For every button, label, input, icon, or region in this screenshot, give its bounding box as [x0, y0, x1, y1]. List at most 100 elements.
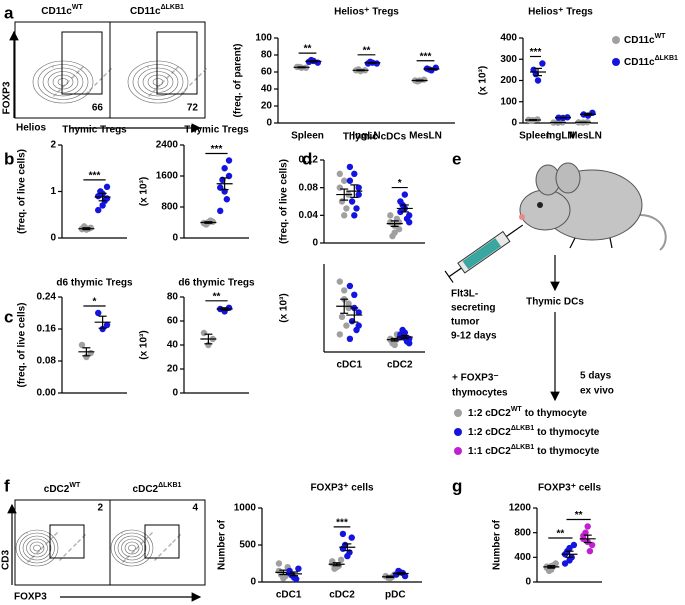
- culture-text: ex vivo: [580, 386, 614, 397]
- event-dot: [177, 536, 179, 538]
- y-tick-label: 800: [514, 527, 531, 538]
- event-dot: [189, 84, 191, 86]
- event-dot: [54, 94, 56, 96]
- event-dot: [167, 76, 169, 78]
- legend-text-part: ΔLKB1: [511, 425, 534, 432]
- data-point: [221, 165, 228, 172]
- event-dot: [99, 79, 101, 81]
- event-dot: [172, 71, 174, 73]
- data-point: [395, 219, 403, 226]
- event-dot: [95, 83, 97, 85]
- legend-text-part: WT: [511, 406, 523, 413]
- thymocyte-text: + FOXP3⁻: [452, 373, 499, 384]
- event-dot: [71, 77, 73, 79]
- legend-text-part: CD11c: [624, 35, 655, 46]
- data-point: [286, 567, 293, 575]
- event-dot: [199, 74, 201, 76]
- y-tick-label: 80: [167, 292, 179, 303]
- event-dot: [145, 538, 147, 540]
- event-dot: [78, 540, 80, 542]
- significance-label: **: [213, 291, 221, 302]
- event-dot: [152, 91, 154, 93]
- contour: [110, 529, 154, 567]
- gate: [49, 524, 85, 559]
- event-dot: [37, 551, 39, 553]
- chart-title: Thymic Tregs: [184, 125, 249, 136]
- plot-label: cDC2WT: [44, 482, 81, 494]
- y-axis-label: (x 10³): [279, 293, 290, 322]
- event-dot: [140, 543, 142, 545]
- event-dot: [131, 552, 133, 554]
- data-point: [346, 163, 354, 171]
- y-tick-label: 0.16: [37, 324, 57, 335]
- data-point: [406, 340, 413, 347]
- event-dot: [58, 90, 60, 92]
- event-dot: [59, 89, 61, 91]
- event-dot: [31, 557, 33, 559]
- event-dot: [165, 548, 167, 550]
- data-point: [348, 534, 355, 541]
- plot-label-part: CD11c: [130, 6, 161, 17]
- contour: [142, 71, 174, 93]
- significance-label: ***: [89, 170, 101, 181]
- event-dot: [54, 534, 56, 536]
- data-point: [534, 77, 542, 84]
- y-axis-label: (freq. of live cells): [17, 302, 28, 387]
- contour: [121, 538, 143, 558]
- data-point: [586, 547, 594, 555]
- contour: [26, 538, 48, 558]
- event-dot: [205, 68, 207, 70]
- y-tick-label: 1200: [509, 503, 532, 514]
- significance-label: *: [93, 297, 97, 308]
- event-dot: [191, 82, 193, 84]
- data-point: [355, 184, 362, 191]
- plot-label-part: WT: [69, 482, 81, 489]
- event-dot: [172, 541, 174, 543]
- y-tick-label: 0.08: [37, 356, 57, 367]
- event-dot: [166, 77, 168, 79]
- y-tick-label: 400: [514, 552, 531, 563]
- panel-letter: c: [4, 307, 13, 326]
- legend-marker: [454, 447, 462, 455]
- y-tick-label: 20: [261, 101, 273, 112]
- y-tick-label: 20: [167, 364, 179, 375]
- data-point: [200, 329, 208, 337]
- event-dot: [76, 72, 78, 74]
- data-point: [275, 560, 283, 567]
- legend-text-part: WT: [655, 33, 667, 40]
- panel-letter: b: [4, 149, 14, 168]
- x-tick-label: cDC2: [387, 360, 413, 371]
- x-axis-label: Helios: [16, 123, 46, 134]
- data-point: [95, 309, 102, 317]
- legend-text: 1:2 cDC2ΔLKB1 to thymocyte: [468, 425, 600, 437]
- data-point: [295, 565, 302, 572]
- legend-text: 1:1 cDC2ΔLKB1 to thymocyte: [468, 444, 600, 456]
- contour: [33, 544, 41, 552]
- data-point: [395, 225, 403, 233]
- chart-title: FOXP3⁺ cells: [538, 483, 602, 494]
- mouse-illustration: [519, 162, 667, 251]
- chart-title: FOXP3⁺ cells: [310, 483, 374, 494]
- significance-label: **: [363, 45, 371, 56]
- legend-text-part: 1:1 cDC2: [468, 446, 511, 457]
- event-dot: [87, 91, 89, 93]
- y-tick-label: 0: [172, 233, 178, 244]
- event-dot: [52, 66, 54, 68]
- data-point: [336, 170, 343, 178]
- event-dot: [159, 554, 161, 556]
- y-axis-label: CD3: [1, 550, 12, 570]
- event-dot: [53, 95, 55, 97]
- y-tick-label: 40: [261, 84, 273, 95]
- gate: [61, 31, 103, 95]
- event-dot: [150, 533, 152, 535]
- data-point: [99, 325, 106, 333]
- panel-letter: a: [4, 3, 14, 22]
- panel-letter: g: [452, 476, 462, 495]
- x-tick-label: pDC: [385, 590, 406, 601]
- y-tick-label: 0.08: [299, 182, 319, 193]
- x-tick-label: cDC1: [276, 590, 302, 601]
- data-point: [351, 170, 358, 178]
- event-dot: [168, 545, 170, 547]
- event-dot: [184, 89, 186, 91]
